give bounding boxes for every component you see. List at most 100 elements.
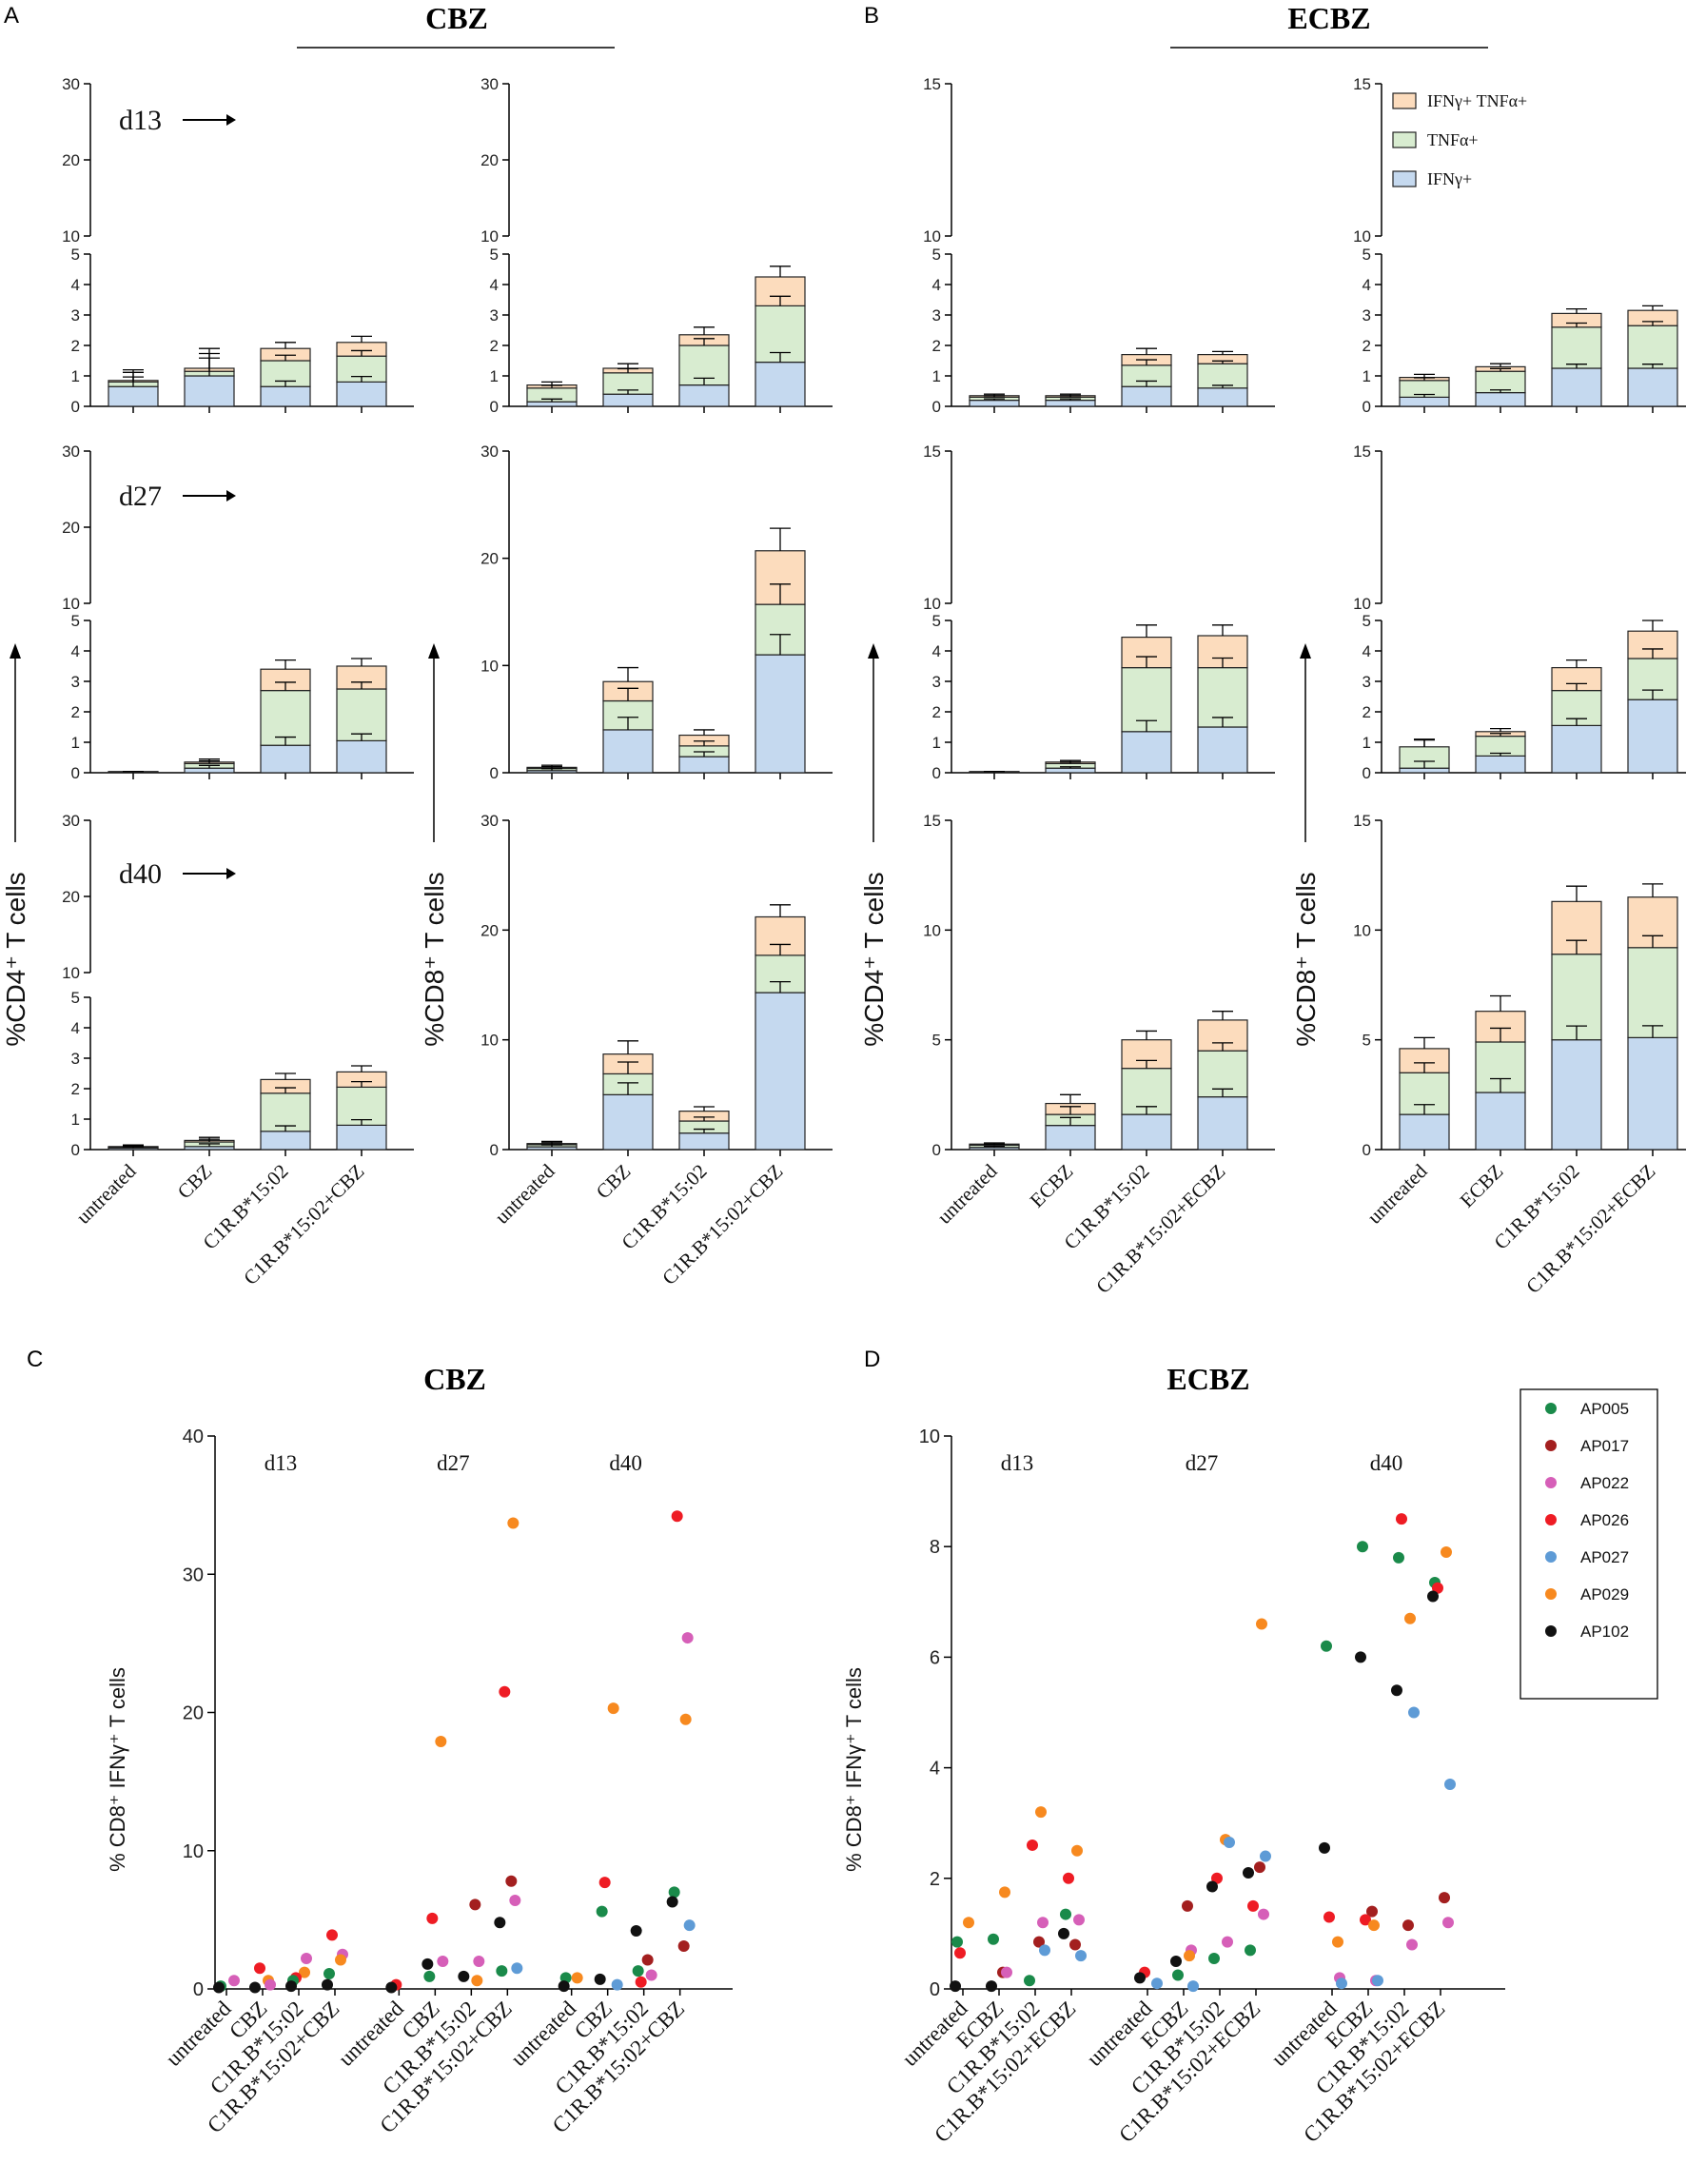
y-tick-label: 0 [193,1979,204,2000]
bar-ifng [678,1132,730,1151]
point-AP029 [607,1702,619,1715]
bar-chart-B-CD8-d27: 0 1 2 3 4 510 15 [1353,443,1686,782]
bar-ifng [1045,400,1096,407]
bar-ifng [1399,767,1450,774]
bar-ifng [1551,1039,1602,1151]
point-AP017 [1402,1919,1414,1932]
y-tick-label: 5 [71,989,80,1007]
patient-legend-dot [1545,1551,1557,1563]
panel-letter-b: B [864,3,879,29]
bar-chart-B-CD8-d13: 0 1 2 3 4 510 15 [1353,75,1686,416]
day-label: d27 [119,481,162,512]
y-tick-label: 6 [930,1647,940,1668]
point-AP022 [265,1978,276,1991]
y-tick-label: 0 [932,764,941,782]
point-AP102 [422,1958,434,1970]
bar-tnfa [1627,947,1678,1038]
y-tick-label: 0 [71,1141,80,1159]
point-AP102 [1319,1841,1330,1854]
bar-ifng [602,393,654,407]
y-tick-label: 3 [71,1050,80,1068]
point-AP027 [1408,1706,1420,1719]
x-category-label: CBZ [173,1160,217,1204]
y-tick-label: 10 [480,657,499,675]
point-AP017 [1439,1892,1450,1904]
y-tick-label: 30 [480,443,499,461]
bar-tnfa [1627,325,1678,369]
point-AP029 [299,1966,310,1978]
point-AP026 [1027,1839,1038,1851]
bar-ifng [1475,392,1526,407]
y-tick-label: 10 [62,964,80,982]
y-label-a-cd4-group: %CD4⁺ T cells [1,643,30,1047]
x-category-label: untreated [161,1997,236,2072]
y-tick-label: 8 [930,1537,940,1558]
point-AP022 [301,1953,312,1965]
point-AP102 [213,1981,225,1994]
y-tick-label: 4 [71,1019,80,1037]
point-AP029 [1035,1806,1047,1819]
point-AP027 [1187,1980,1199,1993]
y-label-arrow-head [428,643,440,659]
point-AP102 [666,1896,678,1908]
point-AP026 [326,1929,338,1941]
y-tick-label: 0 [1363,764,1371,782]
y-tick-label: 2 [490,337,499,355]
y-tick-label: 3 [932,673,941,691]
x-category-label: C1R.B*15:02+ECBZ [1521,1160,1659,1298]
y-tick-label: 1 [932,734,941,752]
panel-d-title: ECBZ [1166,1362,1249,1396]
x-category-label: untreated [506,1997,581,2072]
bar-chart-B-CD4-d13: 0 1 2 3 4 510 15 [923,75,1275,416]
patient-legend-dot [1545,1625,1557,1637]
point-AP102 [249,1981,261,1994]
y-tick-label: 3 [932,306,941,325]
y-axis-label: % CD8⁺ IFNγ⁺ T cells [106,1667,129,1872]
point-AP027 [1336,1977,1347,1990]
bar-ifng [602,1093,654,1151]
point-AP029 [1368,1919,1380,1932]
bar-tnfa [1197,363,1248,389]
y-label-arrow-head [10,643,21,659]
y-tick-label: 0 [932,1141,941,1159]
point-AP029 [435,1736,447,1748]
y-label-arrow-head [1300,643,1311,659]
bar-tnfa [260,689,311,746]
y-tick-label: 0 [71,764,80,782]
y-tick-label: 5 [71,612,80,630]
bar-ifng [1627,367,1678,407]
y-tick-label: 30 [62,812,80,830]
bar-ifng [260,744,311,774]
patient-legend-box [1519,1388,1658,1700]
point-AP102 [1243,1866,1254,1879]
y-tick-label: 4 [930,1759,940,1780]
legend-swatch [1392,170,1417,187]
patient-legend-dot [1545,1514,1557,1525]
y-tick-label: 3 [1363,306,1371,325]
bar-ifng [602,729,654,774]
point-AP005 [1172,1969,1184,1981]
bar-ifng [1121,1113,1172,1151]
point-AP102 [1427,1590,1439,1603]
patient-legend-label: AP102 [1580,1623,1629,1641]
bar-chart-A-CD4-d27: 0 1 2 3 4 510 20 30 d27 [62,443,414,782]
x-category-label: C1R.B*15:02+ECBZ [1091,1160,1229,1298]
x-category-label: ECBZ [1026,1160,1078,1212]
point-AP022 [228,1975,240,1987]
point-AP027 [611,1978,623,1991]
y-tick-label: 30 [183,1564,204,1585]
point-AP026 [598,1877,611,1889]
point-AP005 [1060,1908,1071,1920]
point-AP029 [1332,1936,1343,1948]
y-tick-label: 40 [183,1426,204,1447]
point-AP005 [496,1965,508,1977]
group-label: d27 [1186,1451,1219,1475]
point-AP027 [1372,1975,1383,1987]
bar-ifng [336,739,387,774]
bar-tnfa [336,688,387,742]
y-label-b-cd8-group: %CD8⁺ T cells [1291,643,1321,1047]
bar-ifng [260,1131,311,1151]
point-AP102 [1355,1651,1366,1663]
y-tick-label: 15 [923,443,941,461]
